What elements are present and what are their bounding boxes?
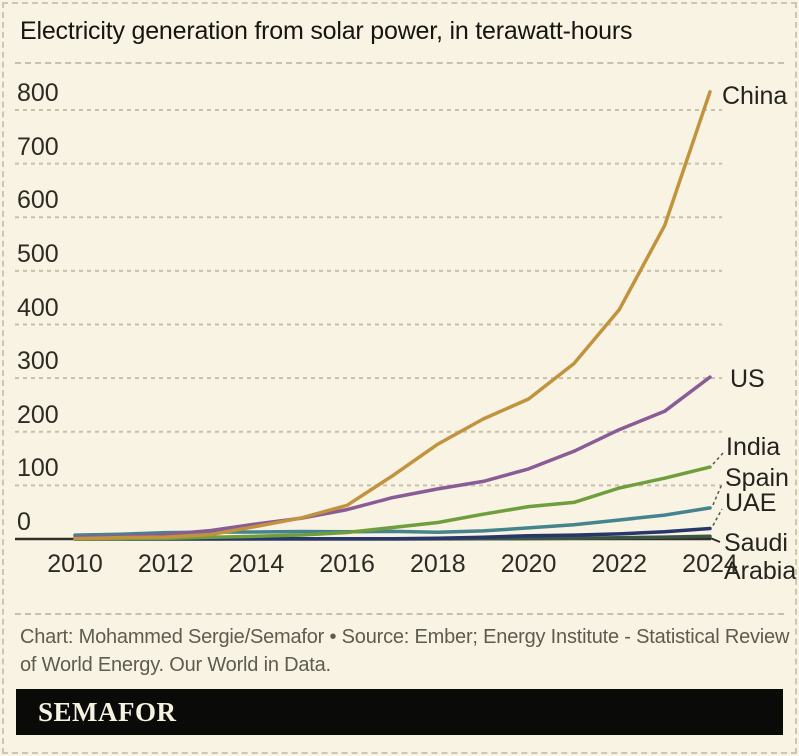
series-label-us: US [730, 365, 765, 393]
series-label-india: India [726, 433, 781, 461]
series-line-india [73, 465, 712, 541]
leader-line-spain [712, 483, 723, 506]
y-tick-600: 600 [17, 186, 59, 215]
x-tick-2012: 2012 [137, 550, 194, 578]
series-label-saudi-arabia-1: Saudi [724, 529, 788, 557]
y-tick-700: 700 [17, 132, 59, 161]
x-tick-2020: 2020 [500, 550, 557, 578]
y-tick-500: 500 [17, 239, 59, 268]
chart-canvas [15, 90, 724, 543]
series-label-spain: Spain [725, 464, 789, 492]
x-tick-2018: 2018 [410, 550, 466, 578]
semafor-logo-bar: SEMAFOR [16, 689, 783, 735]
y-tick-800: 800 [17, 79, 59, 107]
y-tick-200: 200 [17, 400, 59, 429]
y-tick-300: 300 [17, 347, 59, 376]
leader-line-uae [712, 508, 723, 526]
leader-line-india [712, 452, 724, 465]
series-line-spain [73, 506, 712, 537]
x-tick-2010: 2010 [47, 550, 103, 578]
series-line-china [73, 90, 712, 541]
semafor-wordmark: SEMAFOR [38, 696, 177, 727]
credit-source-line: Chart: Mohammed Sergie/Semafor • Source:… [20, 626, 790, 676]
series-label-china: China [722, 82, 788, 110]
footer-divider [15, 613, 784, 615]
series-line-us [73, 375, 712, 540]
y-tick-400: 400 [17, 293, 59, 322]
title-divider [15, 62, 784, 64]
x-tick-2014: 2014 [228, 550, 285, 578]
leader-line-saudi-arabia [710, 537, 721, 543]
x-tick-2024: 2024 [682, 550, 738, 578]
chart-title: Electricity generation from solar power,… [20, 17, 633, 45]
series-label-saudi-arabia-2: Arabia [724, 557, 797, 585]
y-tick-100: 100 [17, 454, 59, 483]
y-tick-0: 0 [17, 508, 31, 536]
x-tick-2022: 2022 [591, 550, 648, 578]
x-tick-2016: 2016 [319, 550, 375, 578]
series-label-uae: UAE [725, 489, 777, 517]
